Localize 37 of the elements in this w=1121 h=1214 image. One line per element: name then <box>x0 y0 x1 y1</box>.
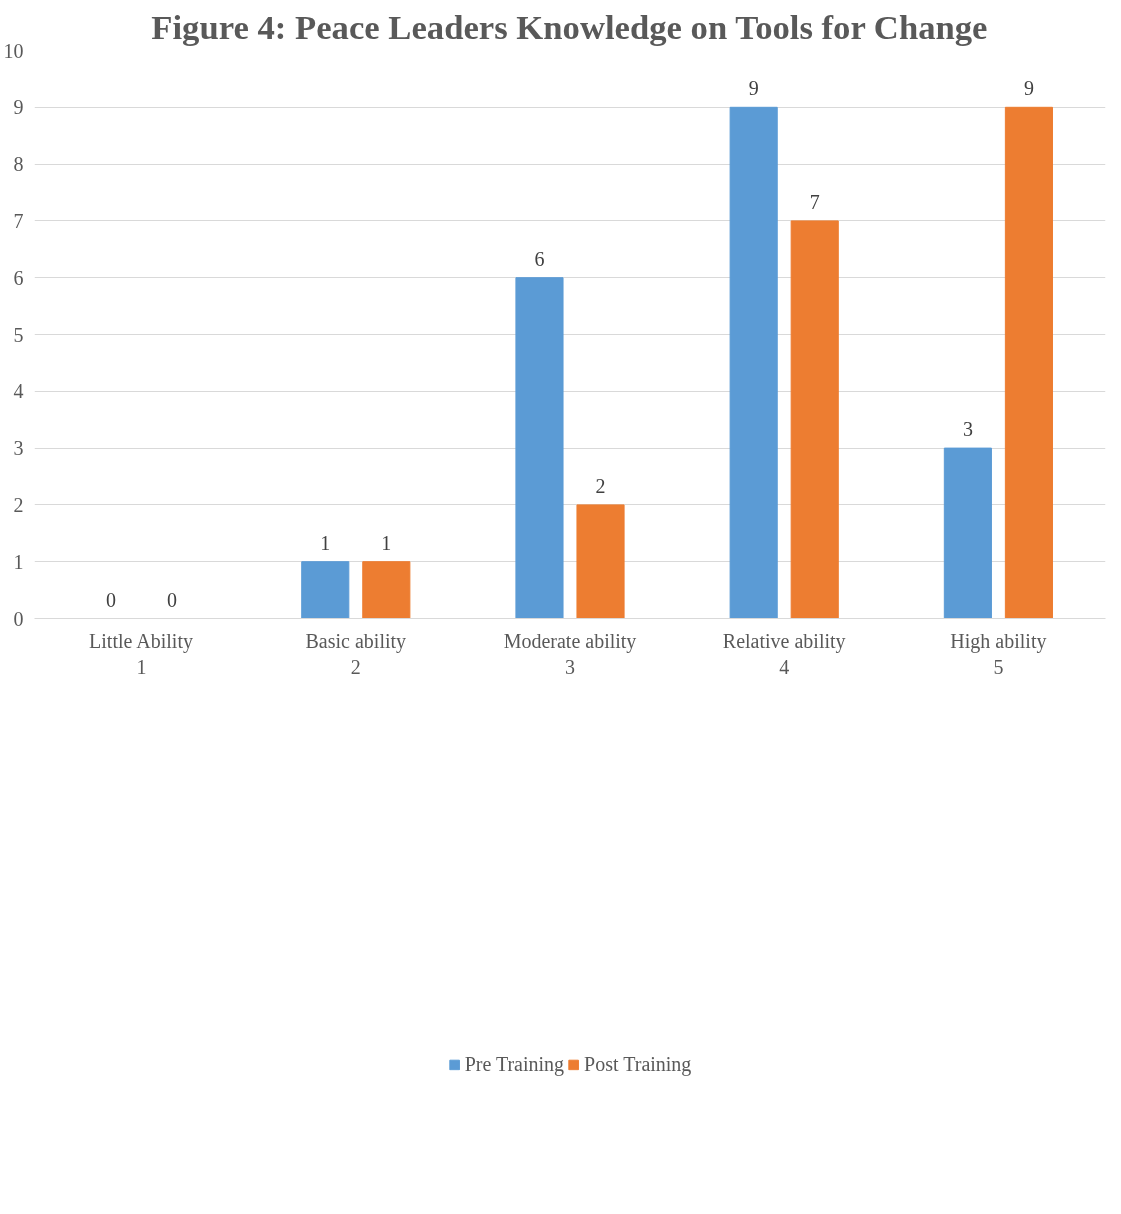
x-tick-label: Little Ability 1 <box>89 629 193 678</box>
data-label: 9 <box>1023 77 1034 100</box>
x-tick-label: Basic ability 2 <box>305 629 407 678</box>
chart-title: Figure 4: Peace Leaders Knowledge on Tools for Change <box>151 7 988 46</box>
y-tick-label: 4 <box>13 380 24 403</box>
bar <box>301 561 350 619</box>
x-tick-label: Relative ability 4 <box>722 629 846 678</box>
y-tick-label: 8 <box>13 153 24 176</box>
y-tick-label: 5 <box>13 323 24 346</box>
y-tick-label: 9 <box>13 96 24 119</box>
x-tick-label: High ability 5 <box>950 629 1047 678</box>
data-label: 7 <box>809 190 820 213</box>
bar <box>1004 106 1053 619</box>
data-label: 2 <box>595 474 606 497</box>
y-tick-label: 10 <box>3 39 24 62</box>
y-tick-label: 7 <box>13 209 24 232</box>
data-label: 0 <box>167 588 178 611</box>
bar <box>943 447 992 619</box>
data-label: 1 <box>320 531 331 554</box>
data-label: 3 <box>962 418 973 441</box>
bar <box>790 220 839 619</box>
y-tick-label: 2 <box>13 493 24 516</box>
data-label: 6 <box>534 247 545 270</box>
data-label: 1 <box>381 531 392 554</box>
x-tick-label: Moderate ability 3 <box>503 629 637 678</box>
y-tick-label: 0 <box>13 607 24 630</box>
legend-label: Post Training <box>584 1052 692 1076</box>
bar <box>515 277 564 619</box>
y-tick-label: 6 <box>13 266 24 289</box>
data-label: 9 <box>748 77 759 100</box>
bar <box>576 504 625 619</box>
legend-label: Pre Training <box>464 1052 565 1076</box>
y-tick-label: 3 <box>13 437 24 460</box>
bar <box>729 106 778 619</box>
bar <box>362 561 411 619</box>
y-tick-label: 1 <box>13 550 24 573</box>
data-label: 0 <box>106 588 117 611</box>
